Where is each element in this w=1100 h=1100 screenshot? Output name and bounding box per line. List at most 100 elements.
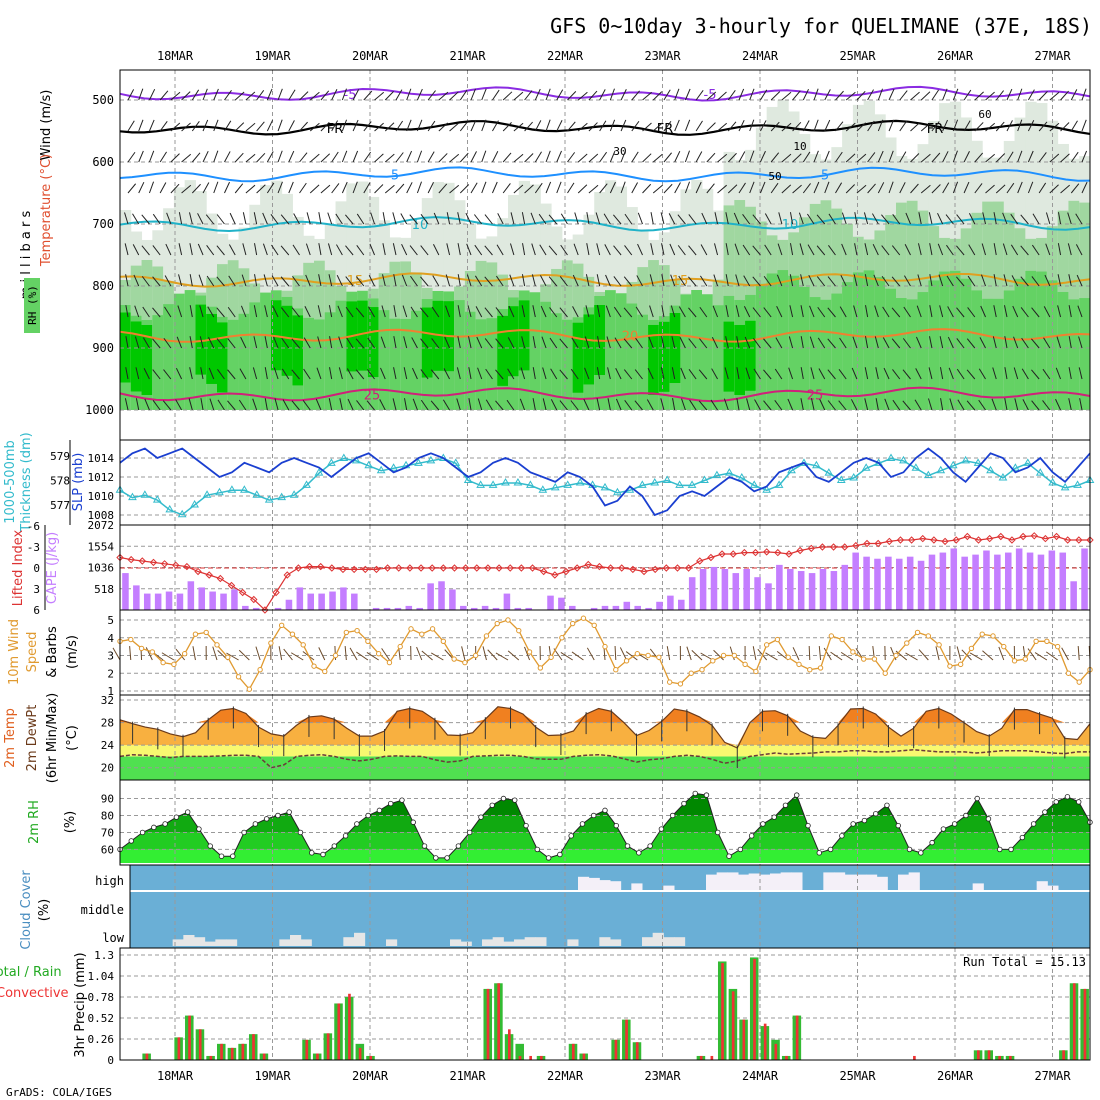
wind-barb — [736, 367, 740, 380]
li-marker — [450, 564, 459, 572]
wind10-label-1: 10m Wind — [7, 619, 22, 685]
wind-barb — [134, 336, 140, 349]
rh-shade-dark — [745, 320, 757, 391]
wind-barb — [824, 89, 831, 101]
rh-shade-green — [184, 290, 196, 410]
wind-barb — [484, 338, 493, 349]
high-cloud-bar — [780, 872, 792, 890]
wind-barb — [642, 91, 652, 101]
wind-barb — [530, 212, 536, 225]
wind-barb — [1038, 91, 1048, 101]
wind-barb-10m — [381, 648, 390, 661]
wind-marker — [871, 656, 878, 662]
wind-barb — [892, 214, 901, 225]
wind-barb — [738, 151, 746, 163]
wind-barb — [631, 121, 640, 132]
wind-barb — [416, 181, 422, 194]
thickness-marker — [1048, 477, 1058, 486]
rh-marker — [230, 853, 236, 859]
wind-barb — [839, 337, 847, 349]
conv-precip-bar — [539, 1055, 543, 1060]
rh-shade-green — [917, 292, 929, 410]
conv-precip-bar — [188, 1015, 191, 1060]
wind-barb — [1004, 367, 1008, 380]
wind-barb — [567, 182, 575, 194]
cape-bar — [449, 589, 456, 610]
wind-barb — [336, 244, 343, 256]
wind-barb — [1067, 243, 1072, 256]
wind-barb — [852, 336, 858, 349]
wind-barb — [674, 119, 680, 132]
wind-barb — [239, 368, 247, 380]
rh-shade-green — [1036, 271, 1048, 410]
wind-barb — [178, 274, 183, 287]
wind-barb — [661, 274, 665, 287]
li-line — [119, 535, 1090, 611]
wind-barb — [717, 122, 728, 132]
thickness-marker — [302, 480, 311, 488]
wind-barb — [1020, 245, 1029, 256]
wind-barb — [497, 213, 504, 225]
wind-tick: 2 — [107, 667, 114, 680]
rh-marker — [184, 809, 191, 815]
wind-barb — [189, 305, 193, 318]
wind-barb — [763, 400, 772, 411]
wind-barb-10m — [935, 646, 940, 661]
rh-shade-green — [540, 301, 552, 410]
wind-barb — [559, 369, 568, 380]
wind-barb — [663, 183, 673, 194]
rh-shade-green — [971, 290, 983, 410]
wind10-label-4: (m/s) — [65, 635, 80, 669]
wind-barb — [688, 307, 697, 318]
cape-bar — [340, 587, 347, 610]
cape-bar — [481, 605, 489, 610]
wind-barb — [931, 184, 941, 194]
wind-barb — [406, 88, 412, 101]
high-cloud-bar — [610, 881, 622, 890]
rh-marker — [940, 826, 947, 832]
wind-barb — [595, 212, 601, 225]
wind-barb — [688, 276, 697, 287]
rh-marker — [433, 855, 439, 861]
cape-bar — [176, 593, 184, 610]
rh-shade-green — [691, 290, 703, 410]
wind-marker — [128, 636, 134, 643]
rh-marker — [624, 843, 631, 849]
low-cloud-bar — [642, 937, 654, 946]
rh-shade-green — [712, 305, 725, 410]
conv-precip-bar — [252, 1034, 255, 1060]
wind-barb-10m — [818, 646, 822, 661]
wind-barb — [817, 306, 826, 318]
li-marker — [506, 564, 514, 572]
wind-barb — [701, 212, 708, 225]
li-marker — [495, 564, 503, 572]
thickness-marker — [575, 477, 585, 486]
panel-frame — [119, 947, 1091, 1061]
pressure-tick: 1000 — [85, 403, 114, 417]
wind-barb — [688, 245, 697, 256]
cape-bar — [601, 605, 609, 610]
wind-barb — [148, 88, 156, 101]
wind-barb — [888, 181, 894, 194]
wind-marker — [904, 640, 910, 646]
wind-barb — [492, 89, 500, 101]
thickness-label-1: 1000-500mb — [3, 440, 18, 524]
wind-marker — [936, 642, 942, 648]
li-marker — [205, 571, 213, 579]
thickness-marker — [923, 470, 933, 479]
li-marker — [1052, 532, 1061, 541]
wind-barb-10m — [792, 647, 800, 661]
thickness-marker — [737, 473, 747, 481]
wind-barb — [892, 369, 901, 380]
wind-barb — [717, 91, 727, 101]
li-marker — [874, 539, 882, 548]
wind-barb-10m — [238, 649, 250, 661]
wind-barb — [416, 150, 423, 163]
wind-barb — [446, 243, 451, 256]
wind-barb — [1042, 400, 1051, 411]
cape-bar — [906, 556, 914, 610]
wind-marker — [494, 620, 500, 627]
wind-barb — [502, 91, 513, 101]
rh-marker — [162, 821, 168, 827]
wind-marker — [354, 627, 360, 634]
